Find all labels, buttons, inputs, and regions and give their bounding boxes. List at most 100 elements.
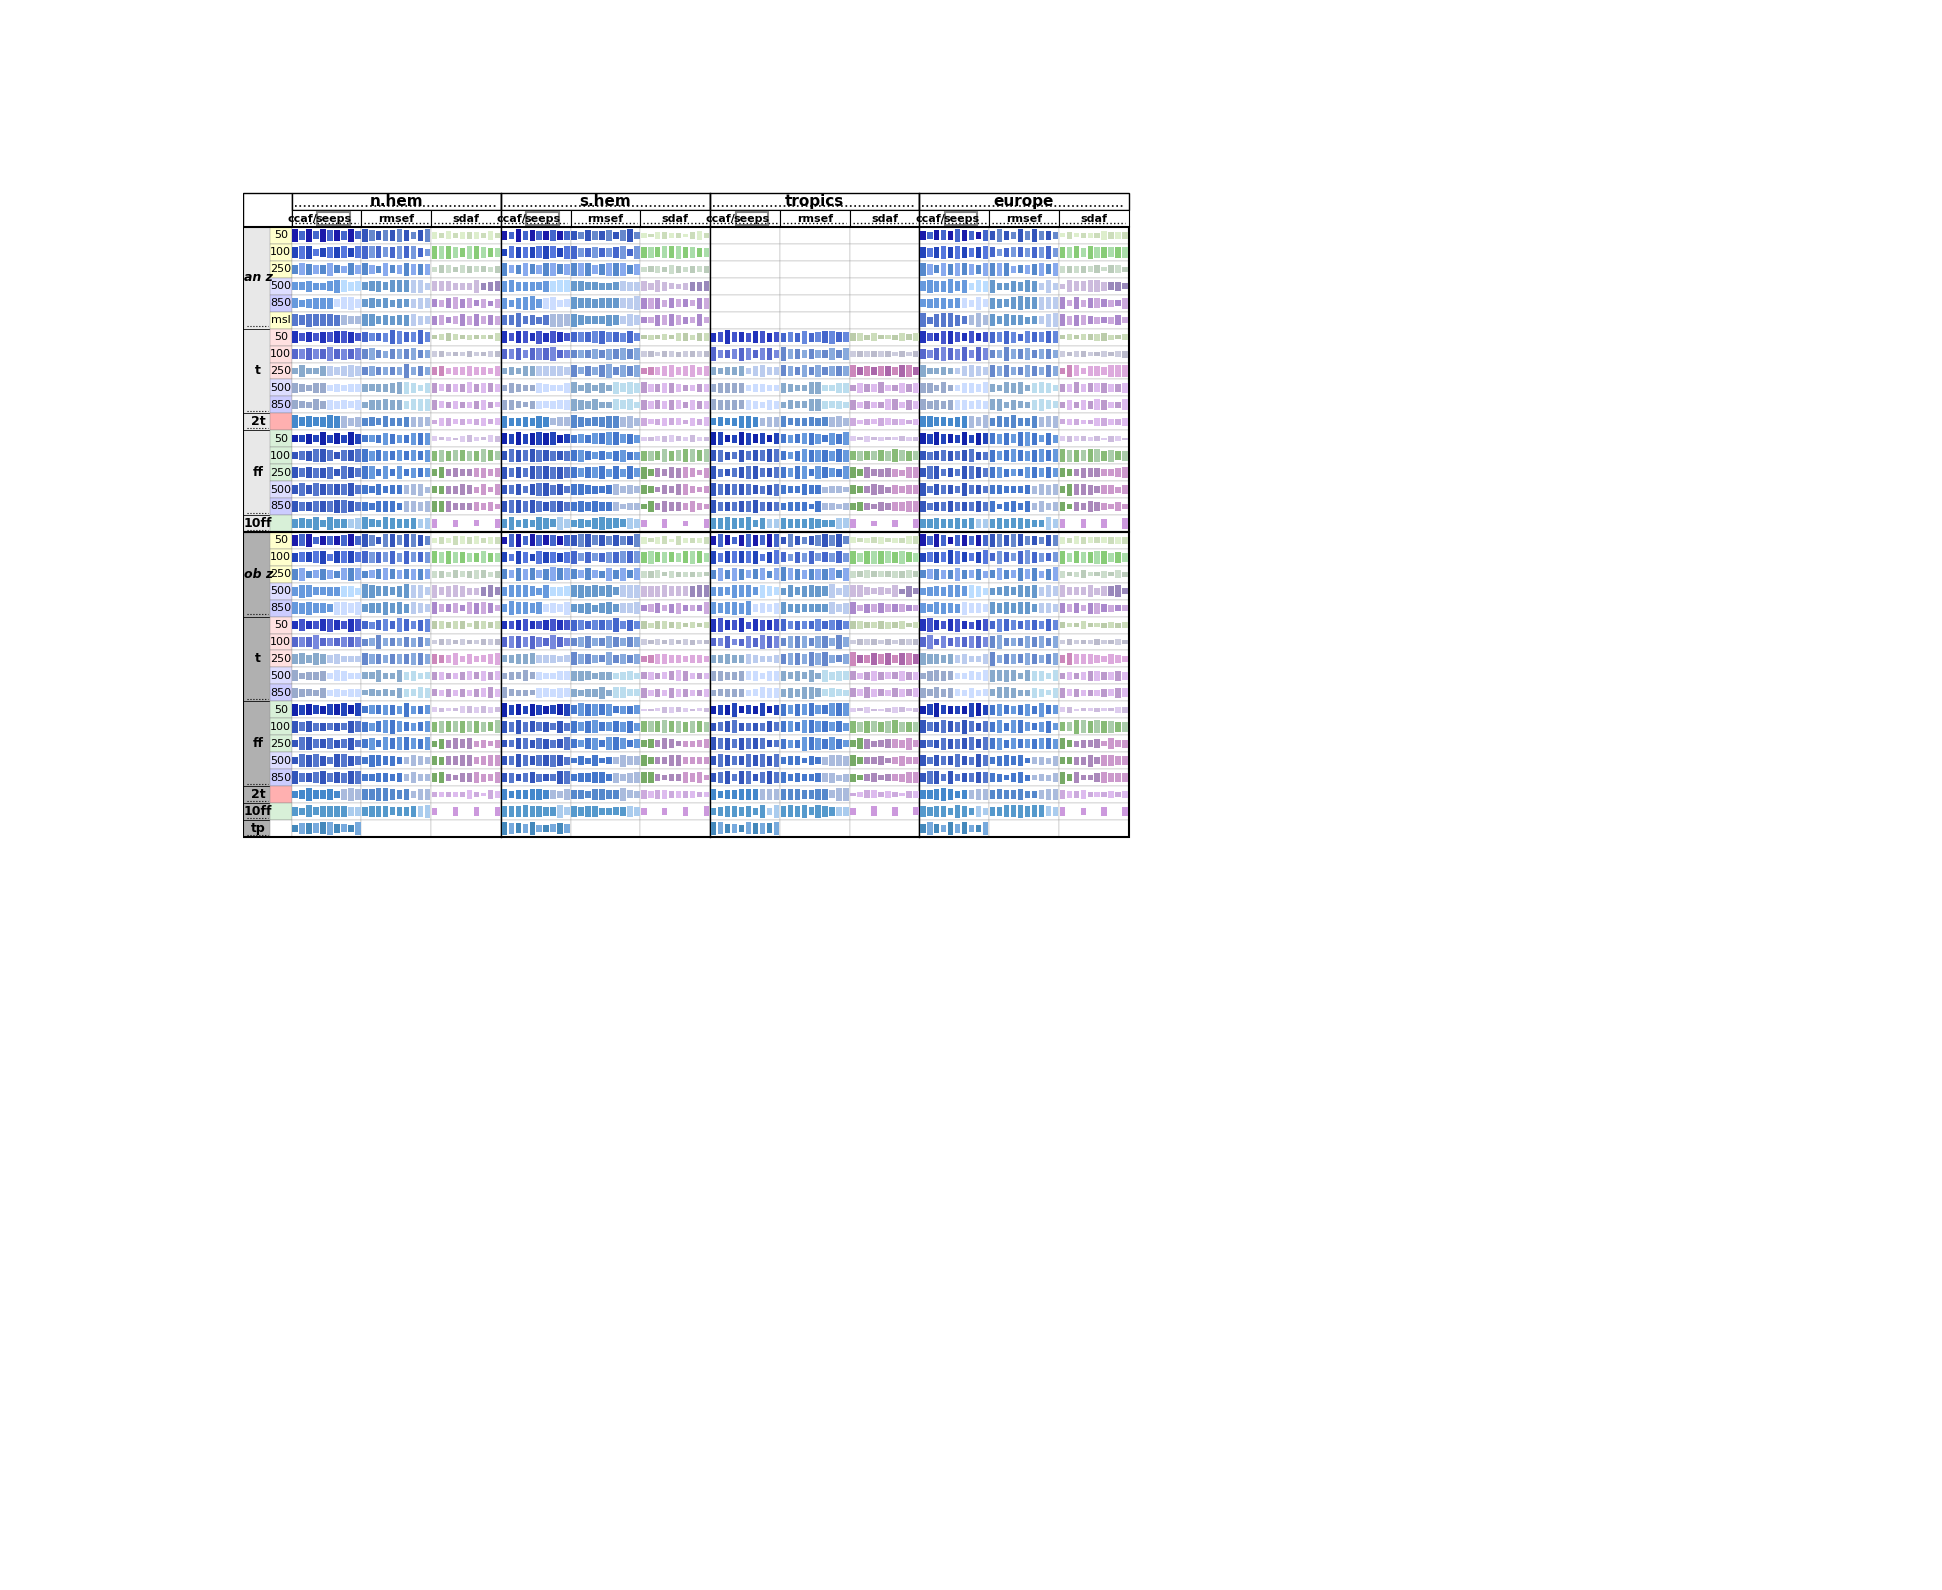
Bar (711, 432, 717, 445)
Bar (934, 789, 940, 800)
Bar (1115, 232, 1121, 238)
Bar (313, 417, 318, 426)
Bar (788, 485, 792, 493)
Bar (377, 334, 381, 340)
Bar (926, 619, 932, 631)
Bar (719, 806, 722, 816)
Bar (600, 789, 604, 800)
Bar (913, 808, 919, 816)
Bar (823, 636, 827, 649)
Bar (418, 229, 423, 242)
Bar (334, 452, 340, 460)
Bar (942, 313, 946, 328)
Bar (571, 739, 577, 749)
Bar (1010, 518, 1016, 528)
Bar (641, 243, 711, 261)
Bar (431, 655, 437, 663)
Bar (606, 283, 612, 289)
Bar (849, 752, 919, 770)
Bar (431, 367, 437, 375)
Bar (509, 571, 515, 579)
Bar (961, 502, 967, 512)
Bar (732, 806, 738, 817)
Bar (460, 552, 466, 563)
Bar (614, 587, 619, 595)
Bar (746, 348, 752, 359)
Bar (425, 367, 431, 375)
Bar (579, 790, 585, 800)
Bar (390, 790, 396, 800)
Bar (759, 755, 765, 766)
Bar (291, 278, 361, 294)
Bar (849, 482, 919, 498)
Bar (299, 483, 305, 496)
Bar (614, 790, 619, 798)
Bar (649, 248, 654, 258)
Bar (759, 585, 765, 598)
Bar (418, 569, 423, 579)
Bar (501, 466, 507, 479)
Bar (759, 518, 765, 529)
Bar (447, 537, 451, 542)
Bar (1101, 383, 1107, 393)
Bar (849, 668, 919, 684)
Bar (724, 536, 730, 545)
Bar (348, 467, 353, 479)
Bar (913, 792, 919, 798)
Bar (571, 294, 641, 312)
Bar (738, 348, 744, 361)
Bar (781, 688, 787, 696)
Bar (697, 552, 703, 563)
Bar (425, 350, 431, 358)
Bar (996, 720, 1002, 733)
Bar (361, 770, 431, 785)
Bar (592, 452, 598, 460)
Bar (697, 267, 703, 272)
Bar (641, 552, 647, 563)
Bar (1045, 417, 1051, 428)
Bar (487, 639, 493, 646)
Bar (383, 619, 388, 631)
Bar (571, 436, 577, 442)
Bar (396, 450, 402, 461)
Bar (1101, 585, 1107, 596)
Bar (1074, 688, 1080, 696)
Bar (509, 601, 515, 615)
Bar (404, 469, 410, 477)
Bar (732, 655, 738, 663)
Bar (425, 469, 431, 477)
Bar (977, 552, 981, 563)
Bar (843, 348, 849, 361)
Bar (1025, 385, 1029, 391)
Bar (1025, 739, 1029, 749)
Bar (983, 299, 988, 307)
Bar (736, 211, 769, 226)
Bar (983, 332, 988, 342)
Bar (934, 806, 940, 817)
Bar (571, 650, 641, 668)
Bar (794, 401, 800, 409)
Bar (990, 518, 994, 528)
Bar (829, 655, 835, 663)
Bar (942, 297, 946, 308)
Bar (808, 687, 814, 700)
Bar (849, 345, 919, 363)
Bar (536, 534, 542, 545)
Bar (579, 671, 585, 681)
Bar (851, 603, 856, 614)
Bar (878, 755, 884, 765)
Bar (466, 383, 472, 393)
Bar (955, 469, 961, 475)
Bar (291, 447, 361, 464)
Bar (788, 636, 792, 649)
Bar (452, 738, 458, 749)
Bar (1039, 806, 1045, 817)
Bar (635, 603, 639, 614)
Bar (487, 248, 493, 258)
Bar (732, 452, 738, 460)
Bar (334, 231, 340, 242)
Bar (942, 587, 946, 596)
Text: sdaf: sdaf (870, 213, 897, 224)
Bar (377, 739, 381, 747)
Bar (635, 418, 639, 426)
